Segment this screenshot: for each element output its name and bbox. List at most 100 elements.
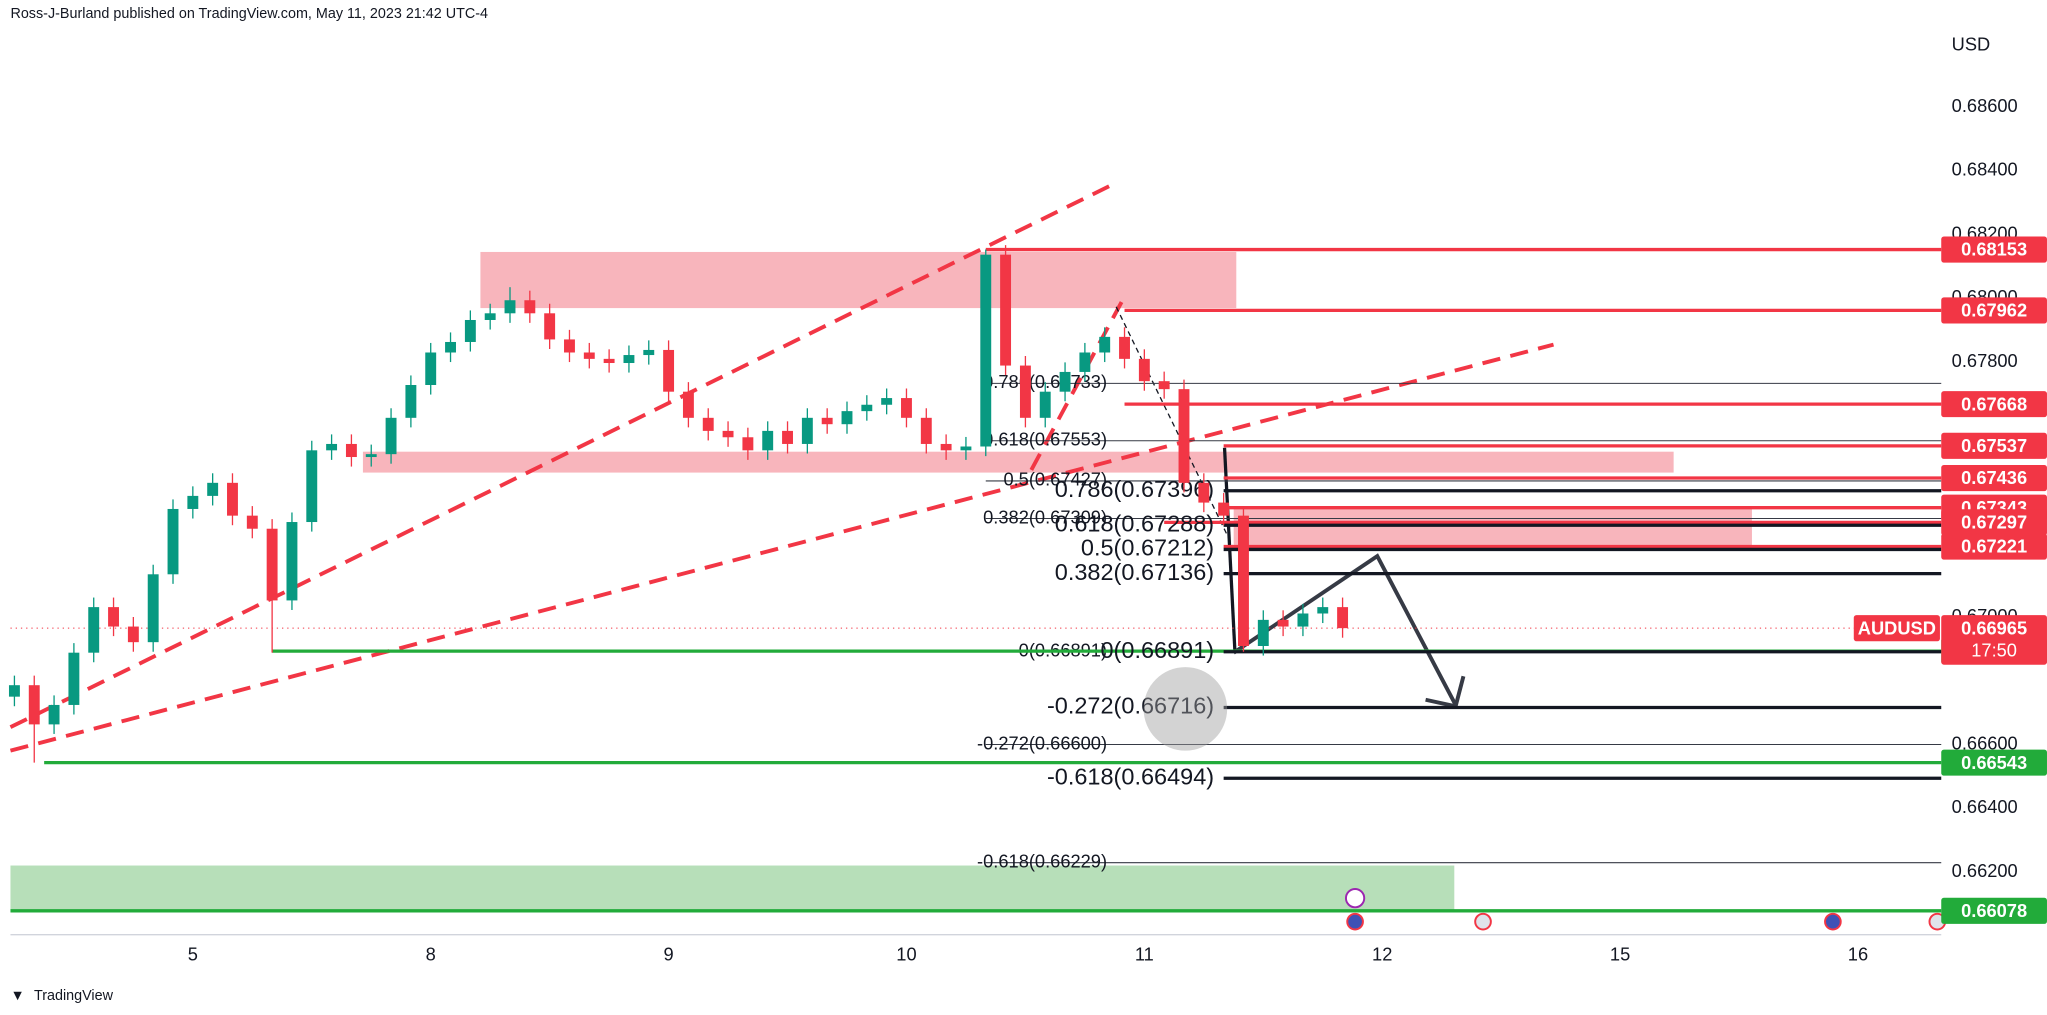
- candle-body: [167, 508, 179, 575]
- candle-body: [1000, 254, 1012, 366]
- candle-body: [207, 482, 219, 496]
- fib-label: -0.618(0.66229): [977, 851, 1107, 872]
- candle-body: [326, 443, 338, 451]
- candle-body: [227, 482, 238, 516]
- candle-body: [1198, 482, 1210, 503]
- candle-body: [1178, 389, 1190, 483]
- highlight-circle: [1143, 667, 1228, 751]
- candle-body: [464, 319, 476, 342]
- candle-body: [127, 626, 139, 643]
- candle-body: [1019, 365, 1031, 418]
- x-tick-label: 8: [426, 943, 436, 964]
- x-tick-label: 11: [1135, 943, 1154, 964]
- candle-body: [980, 254, 992, 447]
- candle-body: [801, 417, 813, 444]
- x-tick-label: 12: [1372, 943, 1392, 964]
- x-tick-label: 16: [1848, 943, 1868, 964]
- candle-body: [187, 495, 199, 509]
- publisher: Ross-J-Burland published on TradingView.…: [10, 6, 488, 22]
- y-tick-label: 0.66600: [1952, 732, 2018, 753]
- candle-body: [1099, 336, 1111, 353]
- x-tick-label: 9: [664, 943, 674, 964]
- price-tag-label: 0.67668: [1961, 393, 2027, 414]
- trend-line: [9, 181, 1118, 729]
- event-icon: [1474, 912, 1492, 931]
- candle-body: [8, 685, 20, 697]
- fib-label: 0.786(0.67733): [983, 371, 1107, 392]
- price-tag-label: 0.67537: [1961, 435, 2027, 456]
- y-tick-label: 0.66200: [1952, 860, 2018, 881]
- brand: TradingView: [34, 988, 114, 1004]
- candle-body: [841, 411, 853, 425]
- candle-body: [544, 313, 556, 340]
- fib-label: 0.618(0.67553): [983, 429, 1107, 450]
- price-tag-label: 0.66078: [1961, 900, 2027, 921]
- price-tag: [1941, 297, 2047, 324]
- candle-body: [663, 349, 675, 392]
- price-tag-label: 0.67221: [1961, 536, 2027, 557]
- event-icon: [1824, 912, 1842, 931]
- candle-body: [901, 398, 912, 418]
- y-tick-label: 0.68400: [1952, 159, 2018, 180]
- candle-body: [1337, 607, 1349, 629]
- candle-body: [603, 358, 615, 364]
- candle-body: [782, 430, 793, 444]
- event-icon: [1346, 912, 1364, 931]
- fib-label: 0.382(0.67136): [1055, 559, 1214, 585]
- x-tick-label: 10: [896, 943, 916, 964]
- candle-body: [266, 528, 278, 601]
- candle-body: [1238, 515, 1249, 646]
- price-tag-label: 0.67297: [1961, 511, 2027, 532]
- price-tag-label: 0.67436: [1961, 467, 2027, 488]
- y-tick-label: 0.66400: [1952, 796, 2018, 817]
- y-tick-label: 0.67800: [1952, 350, 2018, 371]
- supply-zone: [362, 451, 1674, 473]
- candle-body: [861, 404, 873, 412]
- fib-label: 0.5(0.67427): [1003, 469, 1107, 490]
- price-tag: [1941, 509, 2047, 536]
- trend-line: [9, 342, 1555, 753]
- candle-body: [920, 417, 932, 444]
- fib-label: -0.272(0.66716): [1047, 693, 1214, 719]
- candle-body: [425, 352, 437, 385]
- price-tag: [1941, 749, 2047, 776]
- candle-body: [286, 522, 298, 601]
- candle-body: [821, 417, 833, 425]
- fib-label: -0.272(0.66600): [977, 732, 1107, 753]
- candle-body: [623, 355, 635, 364]
- candle-body: [682, 391, 694, 418]
- candle-body: [881, 398, 893, 405]
- candle-body: [445, 341, 456, 353]
- price-tag-label: 0.66543: [1961, 752, 2027, 773]
- x-tick-label: 15: [1610, 943, 1630, 964]
- countdown: 17:50: [1971, 639, 2017, 660]
- price-tag: [1941, 391, 2047, 418]
- price-tag: [1941, 432, 2047, 459]
- candle-body: [762, 430, 774, 451]
- candle-body: [702, 417, 714, 431]
- candle-body: [583, 352, 595, 359]
- last-price-label: 0.66965: [1961, 617, 2027, 638]
- price-tag: [1941, 533, 2047, 560]
- candle-body: [1257, 619, 1269, 646]
- candle-body: [88, 607, 100, 653]
- symbol-label: AUDUSD: [1858, 617, 1936, 638]
- fib-label: 0.786(0.67396): [1055, 476, 1214, 502]
- price-tag-label: 0.67962: [1961, 300, 2027, 321]
- plot: 0.786(0.67733) 0.618(0.67553) 0.5(0.67427)…: [8, 245, 1942, 913]
- candle-body: [1277, 619, 1289, 627]
- brand-logo: ▼: [10, 988, 24, 1004]
- fib-connector: [1115, 306, 1235, 549]
- fib-label: 0.5(0.67212): [1081, 535, 1214, 561]
- candle-body: [385, 417, 397, 455]
- x-tick-label: 5: [188, 943, 198, 964]
- fib-label: 0(0.66891): [1101, 637, 1215, 663]
- price-tag: [1941, 897, 2047, 924]
- candle-body: [405, 384, 417, 418]
- candle-body: [28, 685, 40, 725]
- candle-body: [246, 515, 258, 529]
- fib-label: 0.382(0.67309): [983, 506, 1107, 527]
- candle-body: [742, 437, 754, 451]
- candle-body: [1297, 613, 1309, 627]
- candle-body: [345, 443, 357, 458]
